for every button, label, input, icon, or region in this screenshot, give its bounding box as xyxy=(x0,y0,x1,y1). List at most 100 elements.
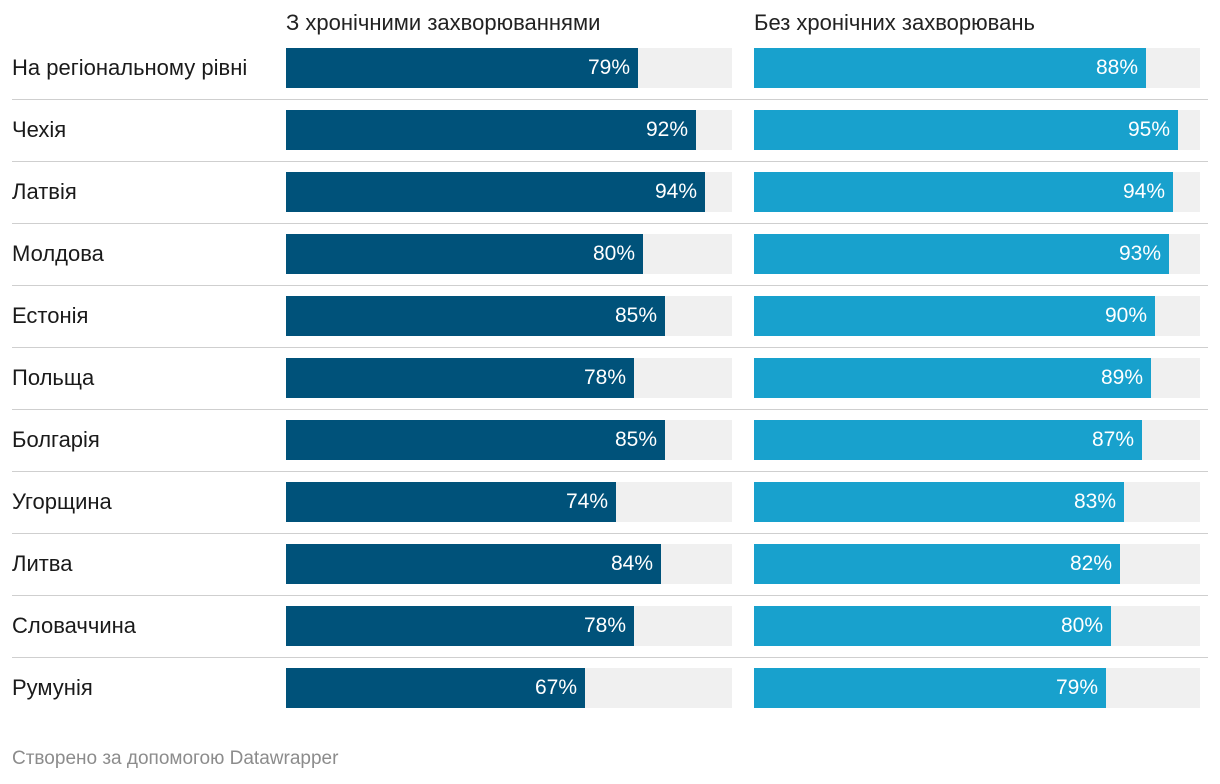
row-divider xyxy=(12,533,1208,534)
bar-track: 80% xyxy=(286,234,732,274)
bar: 80% xyxy=(286,234,643,274)
row-divider xyxy=(12,471,1208,472)
category-label: Чехія xyxy=(12,117,67,142)
data-label: 94% xyxy=(654,180,697,203)
category-label: Румунія xyxy=(12,675,93,700)
bar-track: 93% xyxy=(754,234,1200,274)
category-label: Болгарія xyxy=(12,427,100,452)
bar-track: 83% xyxy=(754,482,1200,522)
bar: 93% xyxy=(754,234,1169,274)
data-label: 74% xyxy=(565,490,608,513)
chart-row: Словаччина 78% 80% xyxy=(0,606,1220,668)
chart-row: Болгарія 85% 87% xyxy=(0,420,1220,482)
bar-track: 85% xyxy=(286,420,732,460)
bar: 67% xyxy=(286,668,585,708)
row-divider xyxy=(12,161,1208,162)
bar-track: 87% xyxy=(754,420,1200,460)
category-label: Литва xyxy=(12,551,73,576)
data-label: 89% xyxy=(1100,366,1143,389)
data-label: 82% xyxy=(1069,552,1112,575)
data-label: 90% xyxy=(1104,304,1147,327)
data-label: 85% xyxy=(614,304,657,327)
bar: 94% xyxy=(754,172,1173,212)
bar-track: 88% xyxy=(754,48,1200,88)
data-label: 67% xyxy=(534,676,577,699)
bar: 94% xyxy=(286,172,705,212)
data-label: 79% xyxy=(1055,676,1098,699)
row-divider xyxy=(12,595,1208,596)
row-divider xyxy=(12,223,1208,224)
bar-track: 79% xyxy=(286,48,732,88)
chart-row: На регіональному рівні 79% 88% xyxy=(0,48,1220,110)
chart-row: Чехія 92% 95% xyxy=(0,110,1220,172)
data-label: 83% xyxy=(1073,490,1116,513)
bar: 79% xyxy=(286,48,638,88)
data-label: 93% xyxy=(1118,242,1161,265)
bar-track: 85% xyxy=(286,296,732,336)
row-divider xyxy=(12,285,1208,286)
bar: 85% xyxy=(286,420,665,460)
category-label: Угорщина xyxy=(12,489,112,514)
category-label: Молдова xyxy=(12,241,104,266)
footer-credit: Створено за допомогою Datawrapper xyxy=(12,748,339,769)
chart-row: Литва 84% 82% xyxy=(0,544,1220,606)
bar: 83% xyxy=(754,482,1124,522)
series-header-without-chronic: Без хронічних захворювань xyxy=(754,10,1035,35)
category-label: Польща xyxy=(12,365,95,390)
chart-row: Молдова 80% 93% xyxy=(0,234,1220,296)
data-label: 92% xyxy=(645,118,688,141)
chart-row: Латвія 94% 94% xyxy=(0,172,1220,234)
chart-row: Угорщина 74% 83% xyxy=(0,482,1220,544)
bar-track: 95% xyxy=(754,110,1200,150)
data-label: 84% xyxy=(610,552,653,575)
chart-row: Румунія 67% 79% xyxy=(0,668,1220,730)
bar-track: 94% xyxy=(286,172,732,212)
data-label: 80% xyxy=(1060,614,1103,637)
bar: 82% xyxy=(754,544,1120,584)
data-label: 80% xyxy=(592,242,635,265)
bar: 92% xyxy=(286,110,696,150)
bar: 78% xyxy=(286,358,634,398)
bar-track: 78% xyxy=(286,358,732,398)
bar: 78% xyxy=(286,606,634,646)
bar-track: 82% xyxy=(754,544,1200,584)
data-label: 94% xyxy=(1122,180,1165,203)
bar: 89% xyxy=(754,358,1151,398)
bar-track: 92% xyxy=(286,110,732,150)
bar: 80% xyxy=(754,606,1111,646)
bar-track: 94% xyxy=(754,172,1200,212)
data-label: 88% xyxy=(1095,56,1138,79)
bar: 95% xyxy=(754,110,1178,150)
category-label: На регіональному рівні xyxy=(12,55,248,80)
bar-track: 78% xyxy=(286,606,732,646)
row-divider xyxy=(12,657,1208,658)
bar-track: 74% xyxy=(286,482,732,522)
row-divider xyxy=(12,347,1208,348)
bar: 84% xyxy=(286,544,661,584)
bar-chart: На регіональному рівні 79% 88% Чехія 92% 95% Л… xyxy=(0,48,1220,708)
bar-track: 89% xyxy=(754,358,1200,398)
bar-track: 90% xyxy=(754,296,1200,336)
bar: 85% xyxy=(286,296,665,336)
category-label: Словаччина xyxy=(12,613,136,638)
chart-row: Естонія 85% 90% xyxy=(0,296,1220,358)
bar-track: 67% xyxy=(286,668,732,708)
category-label: Естонія xyxy=(12,303,89,328)
data-label: 95% xyxy=(1127,118,1170,141)
bar: 88% xyxy=(754,48,1146,88)
bar: 87% xyxy=(754,420,1142,460)
bar: 79% xyxy=(754,668,1106,708)
bar-track: 80% xyxy=(754,606,1200,646)
chart-row: Польща 78% 89% xyxy=(0,358,1220,420)
bar: 74% xyxy=(286,482,616,522)
data-label: 78% xyxy=(583,614,626,637)
data-label: 79% xyxy=(587,56,630,79)
category-label: Латвія xyxy=(12,179,77,204)
data-label: 87% xyxy=(1091,428,1134,451)
bar: 90% xyxy=(754,296,1155,336)
bar-track: 79% xyxy=(754,668,1200,708)
row-divider xyxy=(12,409,1208,410)
bar-track: 84% xyxy=(286,544,732,584)
row-divider xyxy=(12,99,1208,100)
data-label: 78% xyxy=(583,366,626,389)
